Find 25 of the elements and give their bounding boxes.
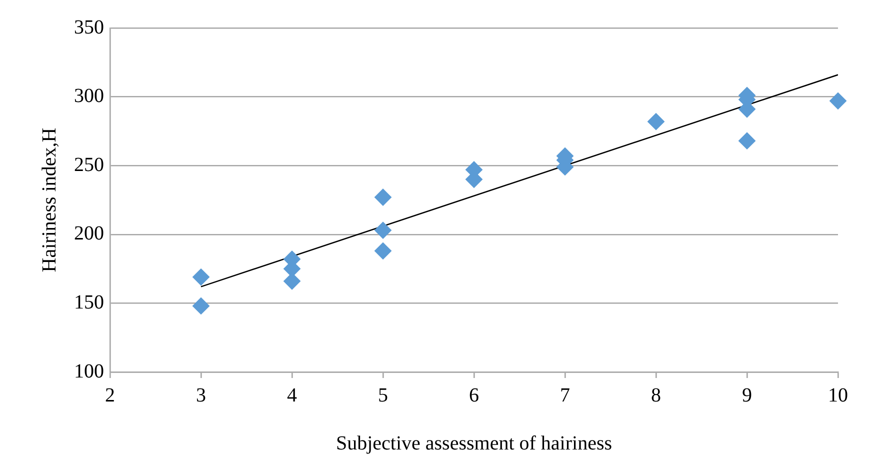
- y-tick-label: 200: [74, 222, 104, 245]
- x-tick-label: 8: [651, 384, 661, 406]
- point: [738, 132, 756, 150]
- x-tick-label: 9: [742, 384, 752, 406]
- point: [374, 242, 392, 260]
- y-tick-label: 350: [74, 16, 104, 38]
- x-tick-label: 7: [560, 384, 570, 406]
- x-axis-title: Subjective assessment of hairiness: [336, 432, 612, 454]
- point: [830, 92, 846, 110]
- point: [648, 113, 664, 130]
- x-tick-label: 2: [105, 384, 115, 406]
- point: [192, 297, 210, 314]
- y-tick-label: 250: [74, 154, 104, 176]
- point: [374, 222, 392, 239]
- x-tick-label: 4: [287, 384, 297, 406]
- y-axis-title: Hairiness index,H: [38, 128, 60, 272]
- x-tick-label: 5: [378, 384, 388, 406]
- point: [192, 268, 210, 286]
- x-tick-label: 6: [469, 384, 479, 406]
- point: [374, 188, 392, 206]
- x-tick-label: 10: [828, 384, 848, 406]
- y-tick-label: 150: [74, 291, 104, 314]
- x-tick-label: 3: [196, 384, 206, 406]
- y-tick-label: 300: [74, 85, 104, 108]
- y-tick-label: 100: [74, 360, 104, 382]
